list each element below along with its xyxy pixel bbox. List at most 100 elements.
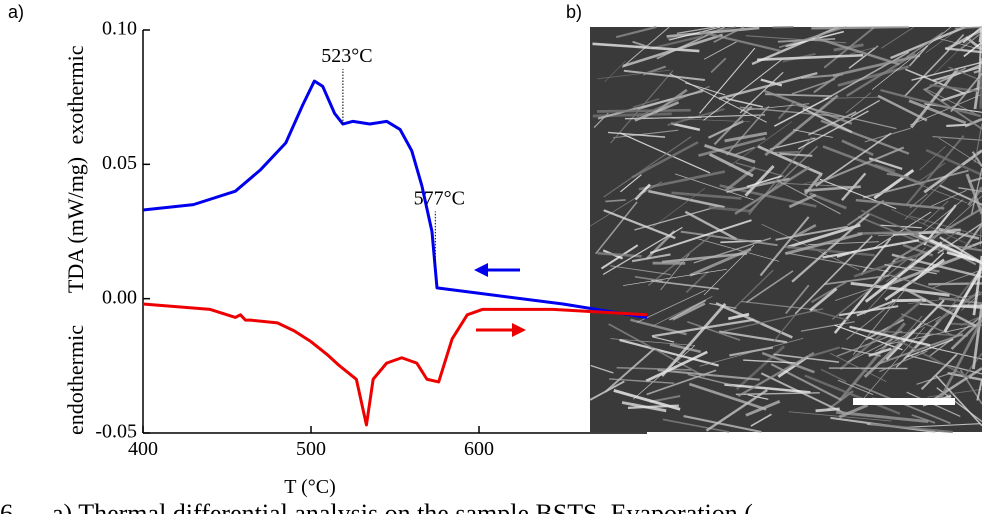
fiber [744,165,775,197]
fiber [962,26,982,44]
fiber [610,265,671,276]
fiber [698,238,780,262]
fiber [948,66,982,82]
fiber [703,59,782,121]
fiber [972,255,982,316]
fiber [950,72,982,113]
fiber [832,54,921,77]
fiber [657,369,760,381]
fiber [687,373,736,387]
fiber [954,26,982,30]
fiber [684,82,726,96]
fiber [704,143,756,164]
fiber [878,333,964,365]
fiber [600,244,639,270]
fiber [666,26,760,38]
fiber [971,151,982,167]
fiber [811,281,847,303]
fiber [920,353,958,390]
fiber [811,309,850,322]
series-line [142,79,648,319]
fiber [623,268,727,286]
fiber [650,35,704,50]
fiber [917,199,964,237]
fiber [822,145,923,186]
fiber [873,211,932,249]
fiber [607,131,666,138]
fiber [778,26,847,49]
fiber [735,345,786,391]
fiber [927,388,982,398]
fiber [608,323,706,378]
fiber [935,375,982,427]
fiber [670,122,701,132]
fiber [684,210,738,241]
fiber [794,235,873,315]
x-tick-label: 400 [128,438,158,460]
fiber [615,25,657,39]
fiber [944,47,982,54]
fiber [908,99,967,125]
fiber [850,46,879,55]
fiber [619,132,711,174]
fiber [911,61,982,81]
fiber [939,318,982,400]
fiber [688,382,767,411]
fiber [660,302,727,377]
fiber [756,53,864,62]
y-tick-label: 0.00 [102,286,137,308]
fiber [649,219,752,254]
fiber [785,30,845,48]
fiber [815,132,892,187]
fiber [648,117,751,123]
fiber [731,269,774,311]
fiber [879,350,928,373]
fiber [745,399,781,417]
fiber [905,68,966,95]
fiber [699,30,781,53]
fiber [718,330,788,344]
fiber [634,101,680,122]
fiber [612,129,679,139]
fiber [596,108,691,113]
panel-label: a) [8,2,24,22]
fiber [884,258,945,301]
fiber [743,359,796,364]
fiber [929,83,979,93]
y-tick-label: 0.05 [102,152,137,174]
fiber [645,350,708,383]
sem-image [589,25,982,434]
fiber [739,106,848,118]
fiber [623,69,705,82]
fiber [884,263,937,275]
fiber [660,253,690,291]
fiber [597,69,671,80]
fiber [785,284,810,315]
fiber [904,34,965,97]
fiber [950,318,982,350]
y-label-bottom: endothermic [63,325,88,435]
fiber [958,31,982,52]
fiber [849,325,931,347]
fiber [943,266,982,333]
fiber [870,423,953,434]
fiber [829,352,887,382]
fiber [833,259,896,334]
fiber [881,26,915,49]
fiber [906,338,954,358]
fiber [850,99,880,118]
fiber [669,26,721,41]
fiber [848,45,879,69]
fiber [908,45,929,67]
fiber [723,308,824,332]
fiber [784,252,889,273]
fiber [868,347,892,357]
fiber [727,312,750,321]
fiber [763,89,853,125]
fiber [864,241,943,303]
fiber [734,166,811,215]
fiber [777,37,836,43]
fiber [888,274,968,300]
fiber [620,174,642,193]
